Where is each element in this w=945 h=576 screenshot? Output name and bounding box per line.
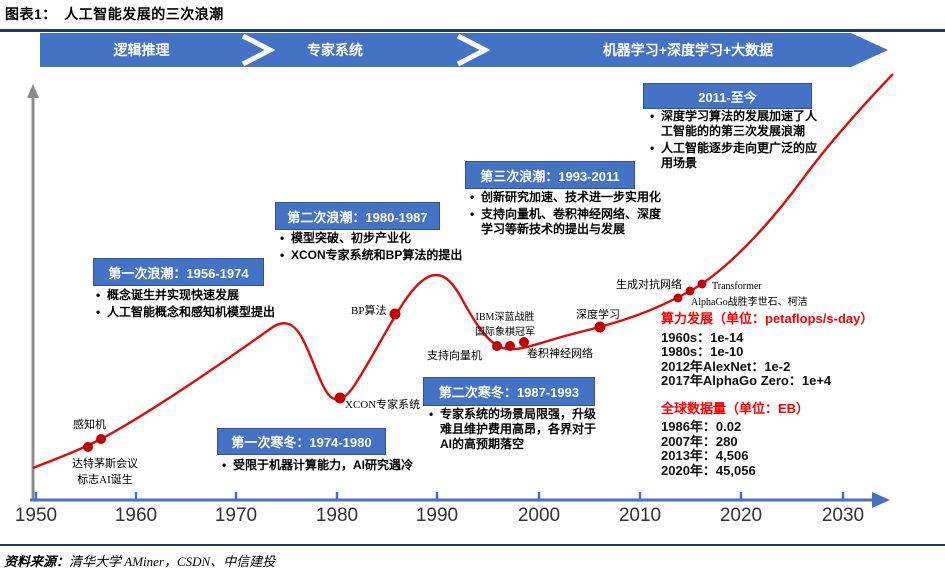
stage-banner-graphic: [40, 33, 888, 67]
source-divider: [0, 544, 945, 546]
compute-stat-line: 2017年AlphaGo Zero：1e+4: [661, 373, 832, 388]
milestone-dot: [334, 392, 346, 404]
stage-label-logic: 逻辑推理: [113, 42, 170, 58]
milestone-dot: [697, 279, 707, 289]
milestone-label-xcon: XCON专家系统: [345, 399, 421, 411]
title-divider: [0, 29, 945, 32]
winter2-title-box: 第二次寒冬：1987-1993: [423, 377, 595, 406]
milestone-dot: [505, 341, 515, 351]
wave3-title-box: 第三次浪潮：1993-2011: [465, 161, 635, 189]
x-tick-1950: 1950: [14, 505, 58, 526]
bullet-item: 人工智能逐步走向更广泛的应用场景: [648, 141, 826, 171]
chevron-separator-icon: [456, 33, 491, 67]
source-text: 清华大学 AMiner，CSDN、中信建投: [69, 554, 276, 569]
milestone-dot: [673, 293, 683, 303]
x-tick-2010: 2010: [618, 505, 662, 526]
x-tick-2020: 2020: [719, 505, 763, 526]
figure-title: 图表1： 人工智能发展的三次浪潮: [5, 6, 224, 22]
data-volume-line: 2020年：45,056: [661, 462, 756, 478]
stage-label-ml: 机器学习+深度学习+大数据: [602, 42, 774, 58]
milestone-label-bp: BP算法: [351, 305, 387, 317]
bullet-item: 创新研究加速、技术进一步实用化: [468, 190, 670, 205]
source-label: 资料来源：: [4, 554, 70, 569]
compute-stat-line: 2012年AlexNet：1e-2: [661, 358, 791, 374]
wave4-title-box: 2011-至今: [643, 83, 812, 109]
chevron-separator-icon: [241, 33, 276, 67]
bullet-item: 概念诞生并实现快速发展: [94, 288, 319, 303]
data-volume-line: 1986年：0.02: [661, 419, 742, 434]
x-tick-2030: 2030: [821, 505, 865, 526]
milestone-label-deeplearning: 深度学习: [576, 309, 620, 321]
milestone-dots: [83, 279, 707, 452]
winter2-bullets: 专家系统的场景局限强，升级难且维护费用高昂，各界对于AI的高预期落空: [427, 407, 602, 454]
x-tick-2000: 2000: [517, 505, 561, 526]
x-axis-ticks: [34, 492, 845, 499]
milestone-label-alphago: AlphaGo战胜李世石、柯洁: [691, 297, 808, 308]
bullet-item: 深度学习算法的发展加速了人工智能的的第三次发展浪潮: [648, 109, 826, 139]
data-volume-heading: 全球数据量（单位：EB）: [661, 400, 810, 416]
wave2-bullets: 模型突破、初步产业化 XCON专家系统和BP算法的提出: [278, 231, 503, 265]
milestone-dot: [492, 341, 502, 351]
compute-stats-heading: 算力发展（单位：petaflops/s-day）: [661, 311, 874, 326]
x-tick-1990: 1990: [415, 505, 459, 526]
wave3-bullets: 创新研究加速、技术进一步实用化 支持向量机、卷积神经网络、深度学习等新技术的提出…: [468, 190, 670, 239]
milestone-label-svm: 支持向量机: [427, 350, 482, 362]
milestone-dot: [519, 337, 529, 347]
milestone-label-deepblue: IBM深蓝战胜 国际象棋冠军: [475, 312, 535, 338]
bullet-item: XCON专家系统和BP算法的提出: [278, 248, 503, 263]
bullet-item: 支持向量机、卷积神经网络、深度学习等新技术的提出与发展: [468, 207, 670, 237]
x-tick-1970: 1970: [214, 505, 258, 526]
data-volume-line: 2007年：280: [661, 433, 738, 449]
x-tick-1960: 1960: [114, 505, 158, 526]
data-volume-line: 2013年：4,506: [661, 448, 749, 463]
x-tick-1980: 1980: [315, 505, 359, 526]
winter1-title-box: 第一次寒冬：1974-1980: [217, 428, 386, 455]
bullet-item: 模型突破、初步产业化: [278, 231, 503, 246]
source-line: 资料来源：清华大学 AMiner，CSDN、中信建投: [4, 551, 275, 570]
y-axis-arrow-icon: [27, 84, 39, 98]
compute-stat-line: 1960s：1e-14: [661, 329, 744, 345]
milestone-label-transformer: Transformer: [712, 281, 762, 292]
stats-block: 算力发展（单位：petaflops/s-day） 1960s：1e-14 198…: [661, 311, 945, 478]
milestone-label-gan: 生成对抗网络: [616, 279, 682, 291]
milestone-label-dartmouth: 达特茅斯会议 标志AI诞生: [72, 458, 138, 486]
wave1-bullets: 概念诞生并实现快速发展 人工智能概念和感知机模型提出: [94, 288, 319, 322]
milestone-dot: [594, 321, 606, 333]
x-axis-arrow-icon: [872, 492, 890, 508]
stage-label-expert: 专家系统: [307, 42, 363, 58]
milestone-dot: [96, 434, 106, 444]
milestone-label-cnn: 卷积神经网络: [527, 348, 593, 360]
bullet-item: 专家系统的场景局限强，升级难且维护费用高昂，各界对于AI的高预期落空: [427, 407, 602, 452]
milestone-dot: [83, 442, 93, 452]
wave2-title-box: 第二次浪潮：1980-1987: [275, 202, 440, 230]
bullet-item: 人工智能概念和感知机模型提出: [94, 305, 319, 320]
wave4-bullets: 深度学习算法的发展加速了人工智能的的第三次发展浪潮 人工智能逐步走向更广泛的应用…: [648, 109, 826, 173]
milestone-dot: [389, 308, 401, 320]
winter1-bullets: 受限于机器计算能力，AI研究遇冷: [220, 458, 435, 475]
bullet-item: 受限于机器计算能力，AI研究遇冷: [220, 458, 435, 473]
compute-stat-line: 1980s：1e-10: [661, 344, 744, 359]
milestone-dot: [685, 286, 695, 296]
wave1-title-box: 第一次浪潮：1956-1974: [93, 258, 264, 286]
milestone-label-perceptron: 感知机: [73, 419, 106, 431]
